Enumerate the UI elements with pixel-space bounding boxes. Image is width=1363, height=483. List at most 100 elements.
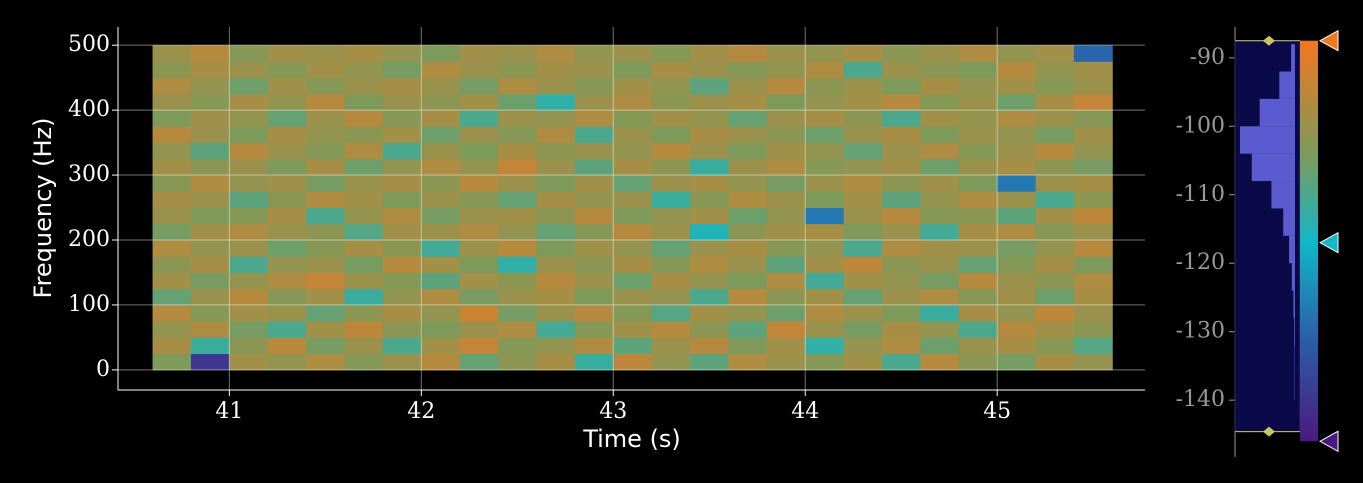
heatmap-cell bbox=[190, 175, 230, 192]
heatmap-cell bbox=[267, 126, 307, 143]
heatmap-cell bbox=[344, 175, 384, 192]
heatmap-cell bbox=[958, 158, 998, 176]
heatmap-cell bbox=[728, 175, 768, 192]
heatmap-cell bbox=[1073, 45, 1113, 62]
heatmap-cell bbox=[459, 158, 499, 176]
heatmap-cell bbox=[920, 256, 960, 273]
heatmap-cell bbox=[152, 93, 192, 111]
heatmap-cell bbox=[152, 77, 192, 95]
heatmap-cell bbox=[421, 272, 461, 290]
heatmap-cell bbox=[306, 191, 345, 208]
heatmap-cell bbox=[728, 142, 768, 160]
heatmap-cell bbox=[267, 142, 307, 160]
heatmap-cell bbox=[382, 353, 422, 371]
heatmap-cell bbox=[267, 45, 307, 62]
heatmap-cell bbox=[805, 110, 845, 127]
heatmap-cell bbox=[958, 45, 998, 62]
heatmap-cell bbox=[843, 110, 883, 127]
heatmap-cell bbox=[1035, 223, 1075, 241]
heatmap-cell bbox=[344, 321, 384, 338]
heatmap-cell bbox=[728, 93, 768, 111]
heatmap-cell bbox=[690, 353, 729, 371]
heatmap-cell bbox=[382, 239, 422, 257]
heatmap-cell bbox=[536, 110, 576, 127]
heatmap-cell bbox=[843, 337, 883, 355]
heatmap-cell bbox=[536, 256, 576, 273]
heatmap-cell bbox=[459, 272, 499, 290]
heatmap-cell bbox=[344, 126, 384, 143]
heatmap-cell bbox=[382, 272, 422, 290]
heatmap-cell bbox=[152, 239, 192, 257]
heatmap-cell bbox=[843, 191, 883, 208]
heatmap-cell bbox=[651, 288, 691, 306]
heatmap-cell bbox=[267, 223, 307, 241]
heatmap-cell bbox=[728, 45, 768, 62]
heatmap-cell bbox=[421, 239, 461, 257]
heatmap-cell bbox=[843, 223, 883, 241]
heatmap-cell bbox=[805, 61, 845, 79]
heatmap-cell bbox=[920, 337, 960, 355]
heatmap-cell bbox=[421, 93, 461, 111]
heatmap-cell bbox=[574, 126, 614, 143]
histogram-bar bbox=[1271, 181, 1295, 209]
heatmap-cell bbox=[267, 93, 307, 111]
heatmap-cell bbox=[536, 45, 576, 62]
heatmap-cell bbox=[958, 321, 998, 338]
heatmap-cell bbox=[997, 45, 1036, 62]
heatmap-cell bbox=[805, 223, 845, 241]
heatmap-cell bbox=[728, 126, 768, 143]
heatmap-cell bbox=[1035, 239, 1075, 257]
heatmap-cell bbox=[882, 321, 921, 338]
heatmap-cell bbox=[1073, 175, 1113, 192]
heatmap-cell bbox=[997, 223, 1036, 241]
heatmap-cell bbox=[344, 93, 384, 111]
heatmap-cell bbox=[229, 175, 269, 192]
heatmap-cell bbox=[651, 223, 691, 241]
heatmap-cell bbox=[267, 304, 307, 322]
heatmap-cell bbox=[536, 207, 576, 225]
heatmap-cell bbox=[498, 77, 537, 95]
heatmap-cell bbox=[190, 337, 230, 355]
heatmap-cell bbox=[421, 321, 461, 338]
heatmap-cell bbox=[805, 191, 845, 208]
heatmap-cell bbox=[536, 304, 576, 322]
heatmap-cell bbox=[651, 126, 691, 143]
heatmap-cell bbox=[190, 93, 230, 111]
heatmap-cell bbox=[190, 304, 230, 322]
heatmap-cell bbox=[152, 45, 192, 62]
heatmap-cell bbox=[613, 191, 653, 208]
heatmap-cell bbox=[536, 126, 576, 143]
heatmap-cell bbox=[843, 256, 883, 273]
heatmap-cell bbox=[690, 207, 729, 225]
x-axis-label: Time (s) bbox=[582, 425, 681, 453]
heatmap-cell bbox=[766, 93, 806, 111]
heatmap-cell bbox=[843, 77, 883, 95]
heatmap-cell bbox=[766, 110, 806, 127]
heatmap-cell bbox=[344, 77, 384, 95]
heatmap-cell bbox=[1035, 126, 1075, 143]
y-tick-label: 200 bbox=[68, 227, 110, 252]
heatmap-cell bbox=[306, 337, 345, 355]
heatmap-cell bbox=[1035, 272, 1075, 290]
heatmap-cell bbox=[190, 110, 230, 127]
histogram-bar bbox=[1251, 153, 1295, 182]
heatmap-cell bbox=[613, 142, 653, 160]
heatmap-cell bbox=[574, 93, 614, 111]
y-tick-label: 400 bbox=[68, 97, 110, 122]
heatmap-cell bbox=[498, 256, 537, 273]
heatmap-cell bbox=[498, 239, 537, 257]
heatmap-cell bbox=[459, 191, 499, 208]
heatmap-cell bbox=[690, 272, 729, 290]
heatmap-cell bbox=[882, 256, 921, 273]
heatmap-cell bbox=[766, 321, 806, 338]
heatmap-cell bbox=[459, 239, 499, 257]
heatmap-cell bbox=[805, 158, 845, 176]
heatmap-cell bbox=[690, 142, 729, 160]
heatmap-cell bbox=[766, 158, 806, 176]
heatmap-cell bbox=[997, 175, 1036, 192]
heatmap-cell bbox=[344, 191, 384, 208]
heatmap-cell bbox=[997, 191, 1036, 208]
heatmap-cell bbox=[766, 304, 806, 322]
heatmap-cell bbox=[651, 304, 691, 322]
heatmap-cell bbox=[190, 61, 230, 79]
